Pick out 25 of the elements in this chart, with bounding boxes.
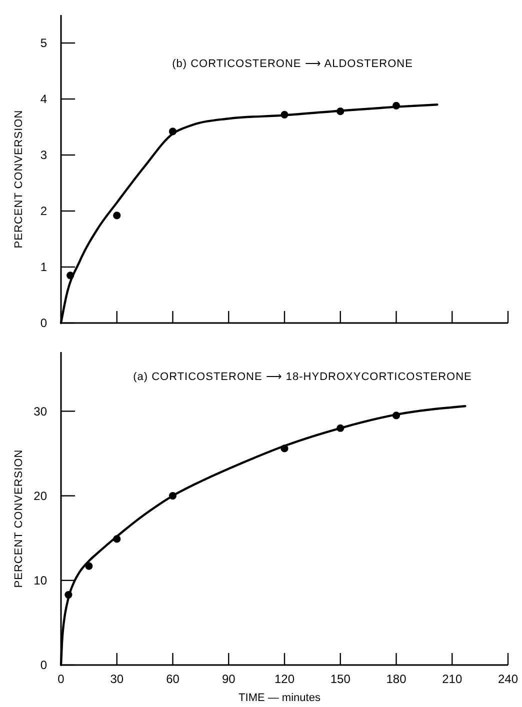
annotation: (b) CORTICOSTERONE ⟶ ALDOSTERONE [172, 58, 413, 70]
y-tick-label: 0 [40, 316, 48, 330]
y-axis-title: PERCENT CONVERSION [13, 110, 25, 248]
y-tick-label: 0 [40, 658, 48, 672]
x-tick-label: 120 [274, 672, 295, 686]
x-axis-title: TIME — minutes [238, 692, 321, 704]
x-tick-label: 150 [330, 672, 351, 686]
x-tick-label: 210 [442, 672, 462, 686]
y-tick-label: 10 [34, 574, 48, 588]
y-axis-title: PERCENT CONVERSION [13, 449, 25, 588]
annotation: (a) CORTICOSTERONE ⟶ 18-HYDROXYCORTICOSTERONE [133, 371, 472, 383]
y-tick-label: 30 [34, 404, 48, 418]
y-tick-label: 1 [40, 260, 48, 274]
point [113, 212, 121, 220]
y-tick-label: 3 [40, 148, 48, 162]
x-tick-label: 180 [386, 672, 407, 686]
y-tick-label: 4 [40, 92, 48, 106]
x-tick-label: 240 [498, 672, 518, 686]
y-tick-label: 20 [34, 489, 48, 504]
x-tick-label: 90 [222, 672, 236, 686]
x-tick-label: 0 [58, 672, 65, 686]
y-tick-label: 5 [40, 36, 48, 50]
x-tick-label: 60 [166, 672, 180, 686]
y-tick-label: 2 [40, 204, 48, 218]
x-tick-label: 30 [110, 672, 124, 686]
